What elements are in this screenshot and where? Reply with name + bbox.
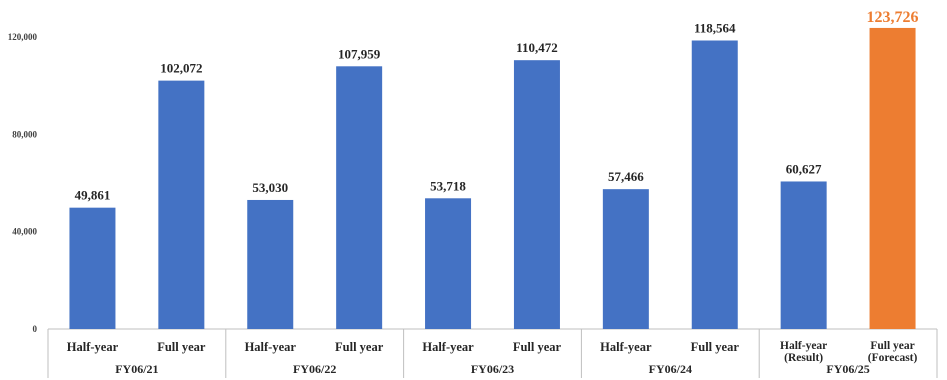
category-label: Full year [157,340,206,354]
y-tick-label: 120,000 [8,32,38,42]
group-label: FY06/25 [826,362,869,376]
bar-fy0624-full-year [691,40,738,330]
bar-fy0625-full-year [869,27,916,329]
category-label: Full year [691,340,740,354]
category-label: Full year [335,340,384,354]
data-label: 57,466 [608,169,644,184]
category-label: Full year [870,340,914,352]
category-label: Half-year [67,340,119,354]
subcategory-label: (Result) [784,352,823,364]
bar-fy0623-full-year [513,60,560,329]
category-label: Half-year [245,340,297,354]
data-label: 102,072 [160,61,202,76]
category-label: Half-year [600,340,652,354]
group-label: FY06/21 [115,362,158,376]
subcategory-label: (Forecast) [868,352,918,364]
data-label: 49,861 [75,188,111,203]
group-label: FY06/24 [649,362,692,376]
bar-fy0622-full-year [336,66,383,329]
data-label: 60,627 [786,161,822,176]
bar-fy0623-half-year [425,198,472,329]
data-label: 53,030 [252,180,288,195]
category-label: Half-year [422,340,474,354]
group-label: FY06/23 [471,362,514,376]
data-label: 107,959 [338,46,381,61]
category-label: Half-year [780,340,827,352]
y-tick-label: 80,000 [12,129,37,139]
y-tick-label: 0 [33,324,38,334]
data-label: 118,564 [694,20,736,35]
data-label: 110,472 [516,40,558,55]
bar-fy0625-half-year [780,181,827,329]
bar-fy0622-half-year [247,199,294,329]
bar-fy0621-full-year [158,80,205,329]
group-label: FY06/22 [293,362,336,376]
category-label: Full year [513,340,562,354]
data-label: 53,718 [430,178,466,193]
data-label: 123,726 [867,9,919,26]
bar-fy0624-half-year [602,189,649,329]
bar-fy0621-half-year [69,207,116,329]
y-tick-label: 40,000 [12,227,37,237]
